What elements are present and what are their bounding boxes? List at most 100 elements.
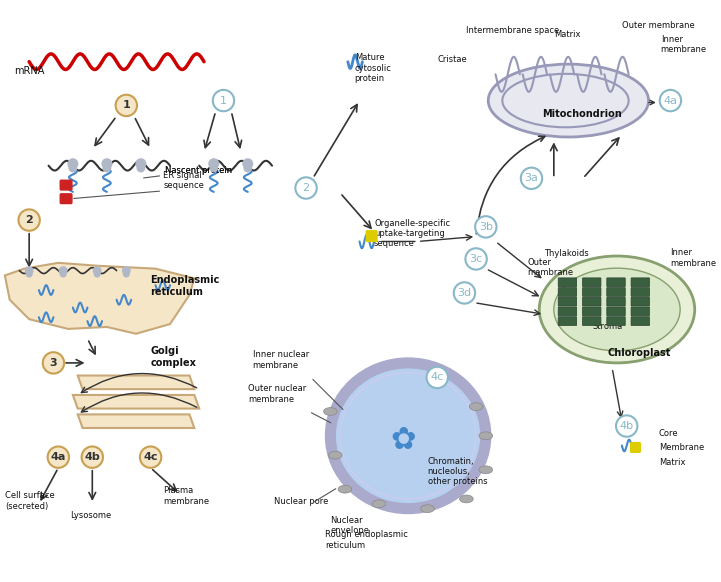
FancyBboxPatch shape — [631, 288, 650, 296]
FancyBboxPatch shape — [583, 317, 601, 325]
Text: 4b: 4b — [619, 421, 634, 431]
FancyBboxPatch shape — [558, 297, 577, 306]
FancyBboxPatch shape — [631, 278, 650, 286]
Text: Mitochondrion: Mitochondrion — [542, 109, 622, 119]
Text: Outer
membrane: Outer membrane — [528, 258, 574, 278]
Circle shape — [475, 216, 497, 237]
FancyBboxPatch shape — [607, 288, 625, 296]
Circle shape — [48, 446, 69, 468]
Circle shape — [61, 271, 66, 277]
FancyBboxPatch shape — [558, 317, 577, 325]
Text: Plasma
membrane: Plasma membrane — [163, 487, 209, 506]
Ellipse shape — [328, 451, 342, 459]
Circle shape — [466, 249, 487, 269]
Ellipse shape — [488, 64, 649, 137]
Text: Matrix: Matrix — [554, 30, 580, 40]
Text: ✿: ✿ — [391, 426, 416, 455]
FancyBboxPatch shape — [631, 297, 650, 306]
Circle shape — [59, 267, 67, 274]
Text: Cell surface
(secreted): Cell surface (secreted) — [5, 491, 55, 510]
Circle shape — [102, 159, 112, 169]
Text: 4c: 4c — [430, 372, 444, 382]
Circle shape — [140, 446, 162, 468]
Polygon shape — [73, 395, 199, 409]
FancyBboxPatch shape — [583, 307, 601, 316]
Circle shape — [115, 95, 137, 116]
Text: Lysosome: Lysosome — [70, 512, 111, 520]
Text: 3b: 3b — [479, 222, 493, 232]
Text: 3: 3 — [50, 358, 57, 368]
Text: Outer membrane: Outer membrane — [622, 21, 694, 30]
Text: 1: 1 — [123, 101, 131, 111]
Circle shape — [454, 282, 475, 304]
Ellipse shape — [539, 256, 695, 363]
Ellipse shape — [421, 505, 434, 513]
Circle shape — [136, 159, 146, 169]
FancyBboxPatch shape — [631, 307, 650, 316]
Circle shape — [244, 165, 252, 172]
Polygon shape — [78, 414, 195, 428]
Text: 2: 2 — [25, 215, 33, 225]
Circle shape — [123, 267, 130, 274]
FancyBboxPatch shape — [583, 288, 601, 296]
Text: 3d: 3d — [457, 288, 472, 298]
Circle shape — [427, 367, 448, 388]
Polygon shape — [78, 375, 195, 389]
Text: ER signal
sequence: ER signal sequence — [163, 171, 204, 190]
Text: Membrane: Membrane — [659, 443, 704, 452]
Circle shape — [19, 210, 40, 230]
Ellipse shape — [330, 363, 486, 509]
Circle shape — [103, 165, 110, 172]
Text: Inner
membrane: Inner membrane — [671, 249, 717, 268]
Text: Inner nuclear
membrane: Inner nuclear membrane — [252, 350, 309, 370]
Text: 3c: 3c — [469, 254, 482, 264]
Text: 4a: 4a — [50, 452, 66, 462]
Circle shape — [209, 159, 218, 169]
FancyBboxPatch shape — [366, 230, 377, 242]
Circle shape — [26, 271, 32, 277]
Text: Nascent protein: Nascent protein — [143, 166, 232, 178]
Circle shape — [94, 267, 101, 274]
Circle shape — [25, 267, 33, 274]
Text: Nuclear pore: Nuclear pore — [274, 497, 328, 506]
Ellipse shape — [340, 372, 476, 499]
Circle shape — [210, 165, 218, 172]
Text: mRNA: mRNA — [14, 66, 45, 76]
FancyBboxPatch shape — [607, 297, 625, 306]
Text: 4c: 4c — [143, 452, 158, 462]
Text: Rough endoplasmic
reticulum: Rough endoplasmic reticulum — [325, 530, 408, 549]
Circle shape — [94, 271, 100, 277]
Circle shape — [296, 178, 317, 198]
FancyBboxPatch shape — [607, 317, 625, 325]
Text: Chromatin,
nucleolus,
other proteins: Chromatin, nucleolus, other proteins — [428, 456, 487, 487]
Text: 1: 1 — [220, 95, 227, 105]
Text: Mature
cytosolic
protein: Mature cytosolic protein — [355, 54, 392, 83]
Polygon shape — [5, 263, 195, 333]
FancyBboxPatch shape — [61, 180, 72, 190]
FancyBboxPatch shape — [558, 288, 577, 296]
FancyBboxPatch shape — [631, 442, 640, 452]
Circle shape — [660, 90, 681, 111]
FancyBboxPatch shape — [558, 278, 577, 286]
FancyBboxPatch shape — [558, 307, 577, 316]
Circle shape — [243, 159, 252, 169]
Text: Chloroplast: Chloroplast — [607, 348, 671, 358]
Text: Nascent protein: Nascent protein — [165, 166, 232, 175]
Circle shape — [137, 165, 144, 172]
Text: Inner
membrane: Inner membrane — [660, 34, 707, 54]
Ellipse shape — [479, 432, 492, 439]
FancyBboxPatch shape — [61, 194, 72, 204]
Ellipse shape — [469, 403, 483, 410]
Ellipse shape — [554, 268, 680, 351]
Text: Intermembrane space: Intermembrane space — [466, 26, 559, 34]
Ellipse shape — [338, 485, 352, 493]
Text: Core: Core — [659, 429, 678, 438]
Circle shape — [81, 446, 103, 468]
Text: 3a: 3a — [525, 173, 539, 183]
FancyBboxPatch shape — [607, 307, 625, 316]
FancyBboxPatch shape — [583, 278, 601, 286]
Text: 4a: 4a — [663, 95, 678, 105]
FancyBboxPatch shape — [631, 317, 650, 325]
FancyBboxPatch shape — [583, 297, 601, 306]
Text: Matrix: Matrix — [659, 458, 685, 467]
